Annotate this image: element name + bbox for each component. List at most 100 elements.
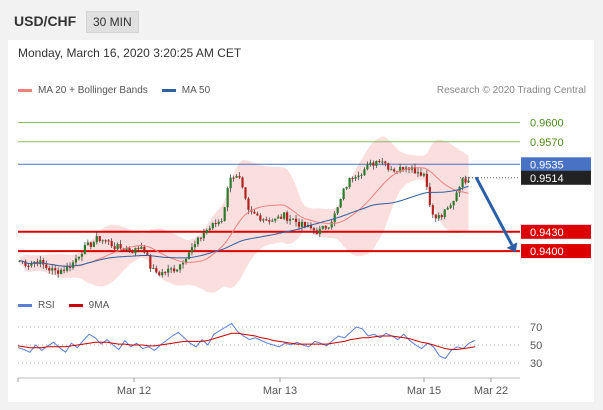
candle-body — [455, 192, 458, 201]
candle-body — [83, 244, 87, 254]
candle-body — [443, 209, 446, 218]
candle-body — [33, 261, 36, 264]
level-label-1: 0.9570 — [530, 137, 564, 149]
candle-body — [104, 240, 107, 242]
candle-body — [283, 212, 286, 219]
candle-body — [116, 244, 119, 250]
main-legend: MA 20 + Bollinger Bands MA 50 — [18, 85, 210, 96]
candle-body — [74, 258, 78, 263]
candle-body — [170, 268, 173, 270]
symbol-label: USD/CHF — [14, 13, 77, 29]
candle-body — [297, 222, 301, 227]
candle-body — [321, 225, 324, 229]
candle-body — [336, 207, 339, 214]
candle-body — [89, 242, 92, 247]
candle-body — [300, 221, 304, 227]
candle-body — [378, 160, 381, 163]
candle-body — [149, 254, 152, 269]
candle-body — [339, 199, 342, 208]
legend-label-9ma: 9MA — [88, 300, 110, 311]
candle-body — [196, 237, 200, 245]
forecast-arrow-head — [506, 242, 518, 253]
candle-body — [318, 228, 321, 234]
candle-body — [280, 216, 283, 219]
legend-swatch-bollinger — [18, 89, 32, 92]
rsi-tick-1: 50 — [530, 340, 542, 352]
candle-body — [381, 161, 384, 163]
candle-body — [315, 230, 318, 234]
candle-body — [110, 240, 113, 247]
candle-body — [164, 272, 167, 274]
candle-body — [48, 268, 51, 271]
candle-body — [184, 258, 188, 263]
candle-body — [265, 219, 268, 221]
candle-body — [119, 244, 122, 249]
candle-body — [217, 221, 220, 224]
candle-body — [181, 262, 185, 265]
ma50-line — [19, 185, 469, 267]
candle-body — [384, 161, 387, 164]
candle-body — [294, 218, 298, 223]
candle-body — [401, 166, 405, 170]
candle-body — [205, 230, 208, 234]
candle-body — [60, 269, 63, 274]
candle-body — [256, 213, 259, 216]
candle-body — [271, 220, 274, 222]
candle-body — [274, 218, 277, 221]
level-label-bg-5 — [521, 244, 591, 259]
rsi-legend: RSI 9MA — [18, 300, 109, 311]
candle-body — [244, 187, 247, 199]
candle-body — [461, 178, 464, 188]
ma20-line — [19, 167, 469, 267]
legend-swatch-9ma — [68, 304, 83, 307]
forecast-arrow-shaft — [474, 176, 514, 246]
candle-body — [223, 207, 226, 221]
legend-swatch-ma50 — [161, 89, 176, 92]
candle-body — [422, 173, 426, 176]
candle-body — [152, 268, 155, 270]
candle-body — [342, 188, 345, 200]
candle-body — [190, 247, 194, 253]
candle-body — [286, 212, 289, 221]
candle-body — [357, 175, 360, 177]
timeframe-badge[interactable]: 30 MIN — [86, 11, 139, 33]
candle-body — [24, 261, 27, 266]
level-label-bg-2 — [521, 157, 591, 172]
candle-body — [137, 247, 140, 249]
candle-body — [80, 253, 84, 257]
legend-label-rsi: RSI — [38, 300, 55, 311]
candle-body — [291, 218, 295, 220]
candle-body — [312, 228, 315, 231]
candle-body — [173, 268, 176, 272]
candle-body — [232, 177, 235, 179]
legend-label-ma50: MA 50 — [181, 85, 211, 96]
x-tick-0: Mar 12 — [117, 385, 151, 397]
candle-body — [288, 219, 292, 221]
candle-body — [101, 240, 104, 242]
candle-body — [393, 169, 396, 172]
x-tick-3: Mar 22 — [474, 385, 508, 397]
candle-body — [65, 265, 69, 271]
candle-body — [372, 162, 375, 166]
candle-body — [277, 216, 280, 219]
candle-body — [51, 268, 54, 271]
candle-body — [238, 176, 241, 178]
candle-body — [202, 233, 205, 239]
candle-body — [413, 167, 417, 174]
candle-body — [107, 240, 110, 242]
timestamp: Monday, March 16, 2020 3:20:25 AM CET — [18, 46, 242, 60]
candle-body — [369, 162, 372, 165]
candle-body — [167, 268, 170, 273]
candle-body — [77, 256, 81, 259]
level-label-bg-3 — [521, 170, 591, 185]
candle-body — [131, 250, 134, 254]
candle-body — [178, 264, 182, 270]
candle-body — [354, 176, 357, 179]
candle-body — [446, 207, 449, 210]
candle-body — [208, 228, 211, 231]
candle-body — [464, 178, 467, 183]
candle-body — [399, 166, 402, 172]
candle-body — [54, 268, 57, 271]
candle-body — [45, 264, 48, 269]
